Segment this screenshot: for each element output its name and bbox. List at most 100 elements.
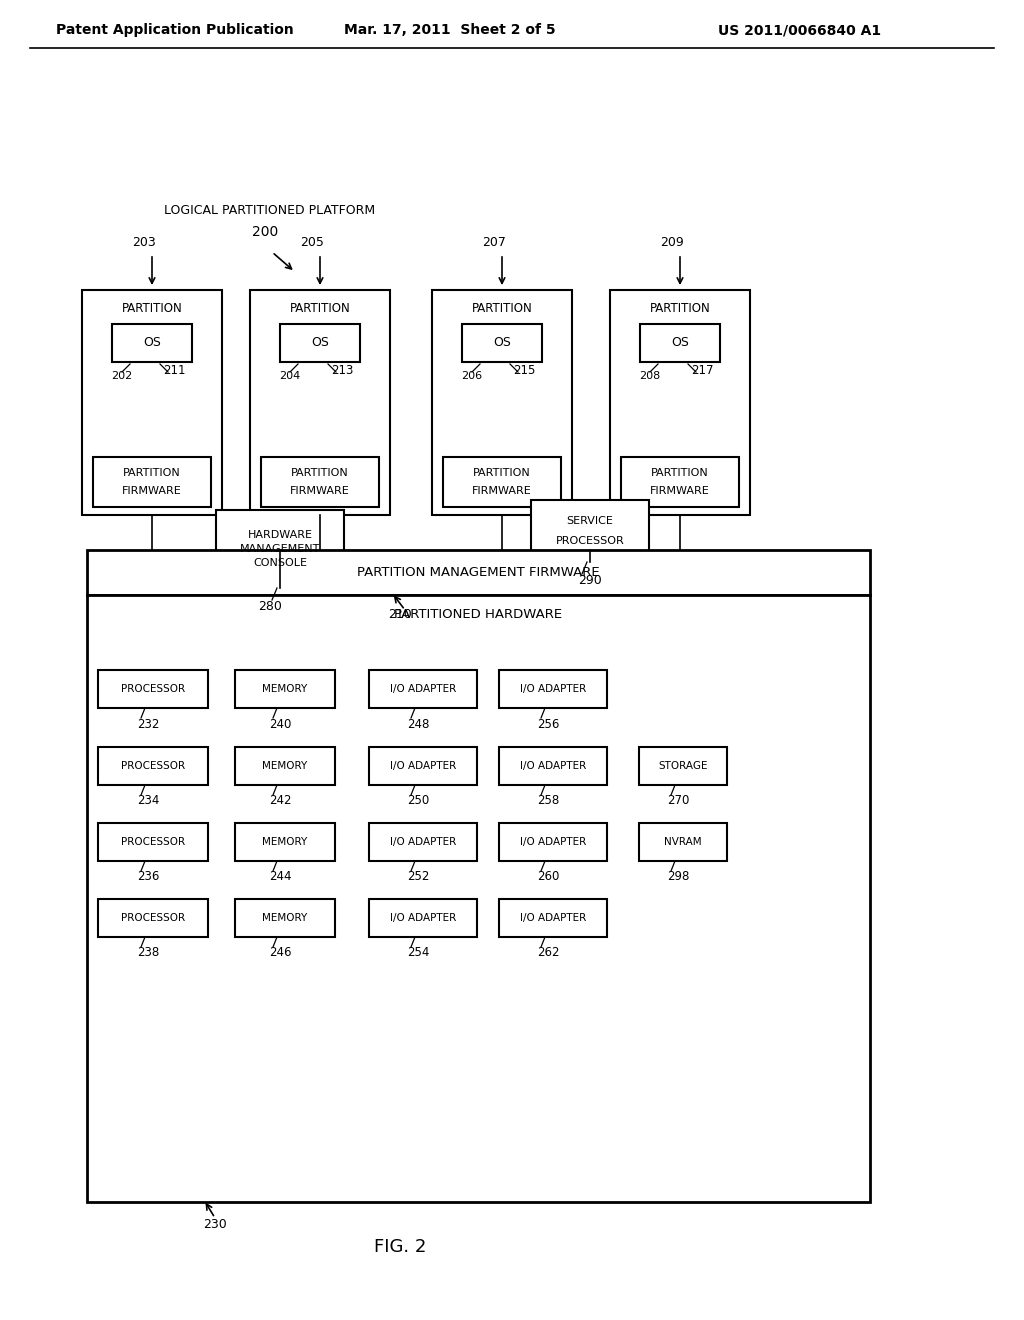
Text: PROCESSOR: PROCESSOR — [121, 684, 185, 694]
Bar — [82, 290, 222, 515]
Text: CONSOLE: CONSOLE — [253, 558, 307, 568]
Bar — [98, 899, 208, 937]
Text: PROCESSOR: PROCESSOR — [121, 913, 185, 923]
Text: PARTITION: PARTITION — [291, 469, 349, 478]
Text: 208: 208 — [639, 371, 660, 381]
Text: PARTITION MANAGEMENT FIRMWARE: PARTITION MANAGEMENT FIRMWARE — [357, 566, 600, 579]
Text: 260: 260 — [537, 870, 559, 883]
Bar — [499, 747, 607, 785]
Text: PROCESSOR: PROCESSOR — [121, 762, 185, 771]
Text: 256: 256 — [537, 718, 559, 730]
Text: MEMORY: MEMORY — [262, 762, 307, 771]
Text: PARTITIONED HARDWARE: PARTITIONED HARDWARE — [394, 609, 562, 622]
Text: US 2011/0066840 A1: US 2011/0066840 A1 — [719, 22, 882, 37]
Text: PARTITION: PARTITION — [649, 301, 711, 314]
Text: 298: 298 — [667, 870, 689, 883]
Text: 217: 217 — [691, 363, 714, 376]
Text: 248: 248 — [407, 718, 429, 730]
Bar — [432, 290, 572, 515]
Text: 250: 250 — [407, 795, 429, 808]
Text: 280: 280 — [258, 599, 282, 612]
Bar — [531, 500, 649, 562]
Text: I/O ADAPTER: I/O ADAPTER — [390, 913, 456, 923]
Text: 232: 232 — [137, 718, 159, 730]
Text: Mar. 17, 2011  Sheet 2 of 5: Mar. 17, 2011 Sheet 2 of 5 — [344, 22, 556, 37]
Text: FIG. 2: FIG. 2 — [374, 1238, 426, 1257]
Text: SERVICE: SERVICE — [566, 516, 613, 525]
Text: OS: OS — [311, 337, 329, 350]
Bar — [280, 323, 360, 362]
Text: I/O ADAPTER: I/O ADAPTER — [390, 837, 456, 847]
Bar — [87, 550, 870, 595]
Text: 240: 240 — [269, 718, 291, 730]
Text: 262: 262 — [537, 946, 559, 960]
Text: LOGICAL PARTITIONED PLATFORM: LOGICAL PARTITIONED PLATFORM — [165, 203, 376, 216]
Bar — [112, 323, 193, 362]
Bar — [87, 595, 870, 1203]
Bar — [369, 899, 477, 937]
Text: PROCESSOR: PROCESSOR — [556, 536, 625, 546]
Text: OS: OS — [494, 337, 511, 350]
Bar — [93, 457, 211, 507]
Text: PROCESSOR: PROCESSOR — [121, 837, 185, 847]
Text: OS: OS — [143, 337, 161, 350]
Text: I/O ADAPTER: I/O ADAPTER — [520, 913, 586, 923]
Text: FIRMWARE: FIRMWARE — [650, 486, 710, 496]
Text: I/O ADAPTER: I/O ADAPTER — [390, 762, 456, 771]
Text: 258: 258 — [537, 795, 559, 808]
Bar — [234, 671, 335, 708]
Bar — [610, 290, 750, 515]
Bar — [369, 671, 477, 708]
Text: 252: 252 — [407, 870, 429, 883]
Text: 246: 246 — [268, 946, 291, 960]
Text: PARTITION: PARTITION — [290, 301, 350, 314]
Bar — [499, 671, 607, 708]
Bar — [216, 510, 344, 587]
Text: 209: 209 — [660, 235, 684, 248]
Text: 213: 213 — [331, 363, 353, 376]
Text: HARDWARE: HARDWARE — [248, 531, 312, 540]
Text: 230: 230 — [203, 1217, 227, 1230]
Text: 290: 290 — [579, 573, 602, 586]
Text: 210: 210 — [388, 609, 412, 622]
Bar — [499, 899, 607, 937]
Text: 254: 254 — [407, 946, 429, 960]
Bar — [640, 323, 720, 362]
Text: MEMORY: MEMORY — [262, 913, 307, 923]
Text: PARTITION: PARTITION — [123, 469, 181, 478]
Bar — [369, 747, 477, 785]
Text: 205: 205 — [300, 235, 324, 248]
Bar — [98, 671, 208, 708]
Text: STORAGE: STORAGE — [658, 762, 708, 771]
Bar — [234, 747, 335, 785]
Bar — [499, 822, 607, 861]
Bar — [234, 899, 335, 937]
Text: I/O ADAPTER: I/O ADAPTER — [520, 762, 586, 771]
Text: 206: 206 — [462, 371, 482, 381]
Text: 242: 242 — [268, 795, 291, 808]
Text: I/O ADAPTER: I/O ADAPTER — [520, 684, 586, 694]
Text: 236: 236 — [137, 870, 159, 883]
Text: OS: OS — [671, 337, 689, 350]
Bar — [261, 457, 379, 507]
Text: NVRAM: NVRAM — [665, 837, 701, 847]
Text: 203: 203 — [132, 235, 156, 248]
Text: 238: 238 — [137, 946, 159, 960]
Text: 244: 244 — [268, 870, 291, 883]
Text: 270: 270 — [667, 795, 689, 808]
Text: MEMORY: MEMORY — [262, 837, 307, 847]
Text: I/O ADAPTER: I/O ADAPTER — [390, 684, 456, 694]
Text: PARTITION: PARTITION — [472, 301, 532, 314]
Bar — [234, 822, 335, 861]
Text: 215: 215 — [513, 363, 536, 376]
Bar — [462, 323, 542, 362]
Bar — [369, 822, 477, 861]
Text: 200: 200 — [252, 224, 279, 239]
Text: 211: 211 — [163, 363, 185, 376]
Text: 207: 207 — [482, 235, 506, 248]
Text: MEMORY: MEMORY — [262, 684, 307, 694]
Bar — [250, 290, 390, 515]
Text: 204: 204 — [280, 371, 301, 381]
Bar — [639, 747, 727, 785]
Bar — [98, 822, 208, 861]
